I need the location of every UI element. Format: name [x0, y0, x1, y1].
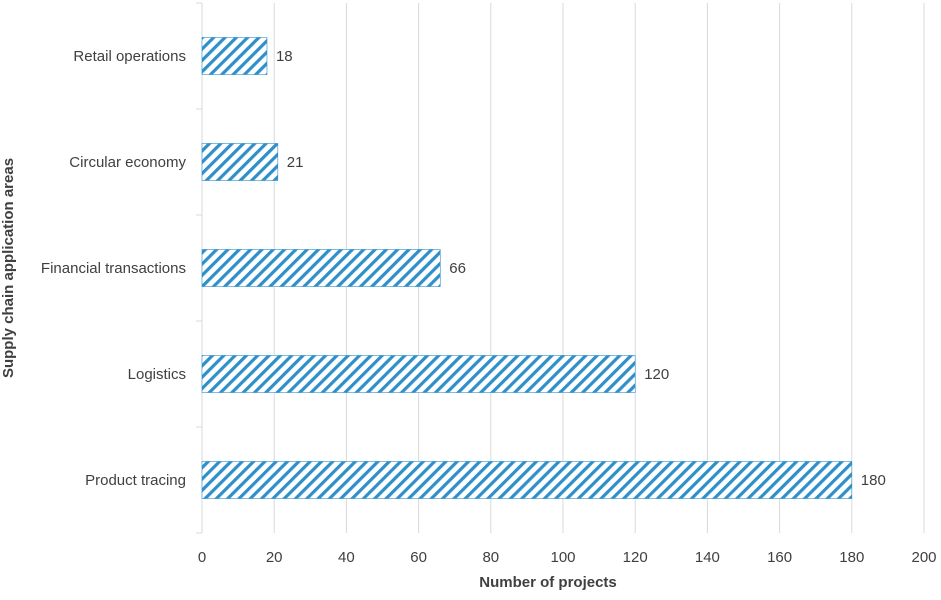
gridlines	[273, 3, 925, 533]
y-axis-title: Supply chain application areas	[0, 158, 17, 378]
x-tick-label: 100	[550, 549, 575, 566]
x-tick-label: 0	[198, 549, 206, 566]
x-tick-label: 60	[410, 549, 427, 566]
category-label: Product tracing	[85, 472, 186, 489]
axes	[196, 2, 203, 534]
category-label: Logistics	[128, 366, 186, 383]
x-tick-label: 180	[839, 549, 864, 566]
x-tick-label: 140	[695, 549, 720, 566]
x-tick-label: 160	[767, 549, 792, 566]
data-label: 120	[644, 366, 669, 383]
labels: 0 20 40 60 80 100 120 140 160 180 200 180 Product tr…	[41, 48, 937, 566]
x-axis-title: Number of projects	[479, 574, 617, 591]
bar	[201, 461, 853, 499]
bar	[201, 143, 279, 181]
bar	[201, 355, 636, 393]
bar	[201, 249, 441, 287]
data-label: 21	[287, 154, 304, 171]
data-label: 18	[276, 48, 293, 65]
category-label: Financial transactions	[41, 260, 186, 277]
x-tick-label: 120	[623, 549, 648, 566]
category-label: Circular economy	[69, 154, 186, 171]
x-tick-label: 80	[482, 549, 499, 566]
x-tick-label: 40	[338, 549, 355, 566]
x-tick-label: 200	[911, 549, 936, 566]
bar	[201, 37, 268, 75]
category-label: Retail operations	[73, 48, 186, 65]
x-tick-label: 20	[266, 549, 283, 566]
bars	[201, 37, 853, 499]
data-label: 66	[449, 260, 466, 277]
data-label: 180	[861, 472, 886, 489]
